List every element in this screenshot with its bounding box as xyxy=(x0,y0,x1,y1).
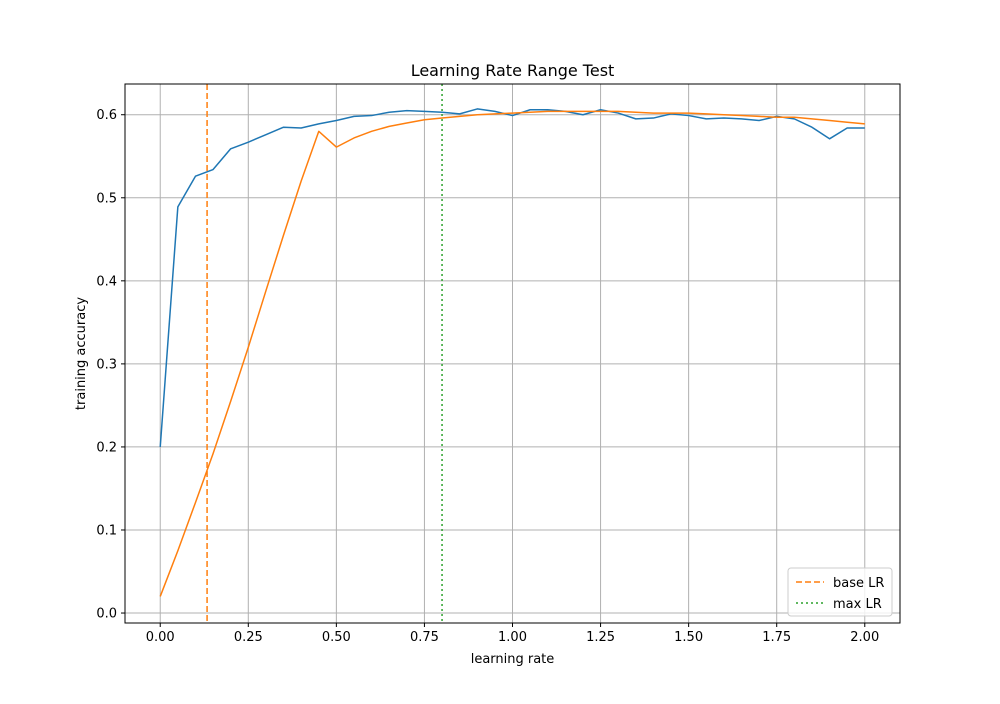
legend-box xyxy=(787,567,893,617)
chart-title: Learning Rate Range Test xyxy=(411,61,615,80)
y-tick-label: 0.3 xyxy=(96,357,117,372)
x-tick-label: 1.25 xyxy=(586,630,615,645)
x-axis-ticks: 0.00 0.25 0.50 0.75 1.00 1.25 1.50 1.75 2.00 xyxy=(146,623,879,645)
data-series xyxy=(159,108,865,597)
x-tick-label: 1.75 xyxy=(762,630,791,645)
x-tick-label: 0.75 xyxy=(410,630,439,645)
y-tick-label: 0.0 xyxy=(96,607,117,622)
x-tick-label: 0.25 xyxy=(234,630,263,645)
x-tick-label: 2.00 xyxy=(850,630,879,645)
y-tick-label: 0.4 xyxy=(96,274,117,289)
y-tick-label: 0.6 xyxy=(96,108,117,123)
legend-label-max-lr: max LR xyxy=(833,597,882,612)
series-line-0 xyxy=(159,108,865,447)
x-tick-label: 0.00 xyxy=(146,630,175,645)
y-tick-label: 0.1 xyxy=(96,523,117,538)
legend-label-base-lr: base LR xyxy=(833,576,884,591)
x-tick-label: 0.50 xyxy=(322,630,351,645)
legend: base LR max LR xyxy=(787,567,893,617)
x-tick-label: 1.00 xyxy=(498,630,527,645)
x-axis-label: learning rate xyxy=(471,652,555,667)
series-line-1 xyxy=(159,110,865,597)
y-axis-label: training accuracy xyxy=(74,297,89,410)
grid-lines xyxy=(125,84,900,623)
y-axis-ticks: 0.0 0.1 0.2 0.3 0.4 0.5 0.6 xyxy=(96,108,125,622)
x-tick-label: 1.50 xyxy=(674,630,703,645)
y-tick-label: 0.5 xyxy=(96,191,117,206)
y-tick-label: 0.2 xyxy=(96,440,117,455)
